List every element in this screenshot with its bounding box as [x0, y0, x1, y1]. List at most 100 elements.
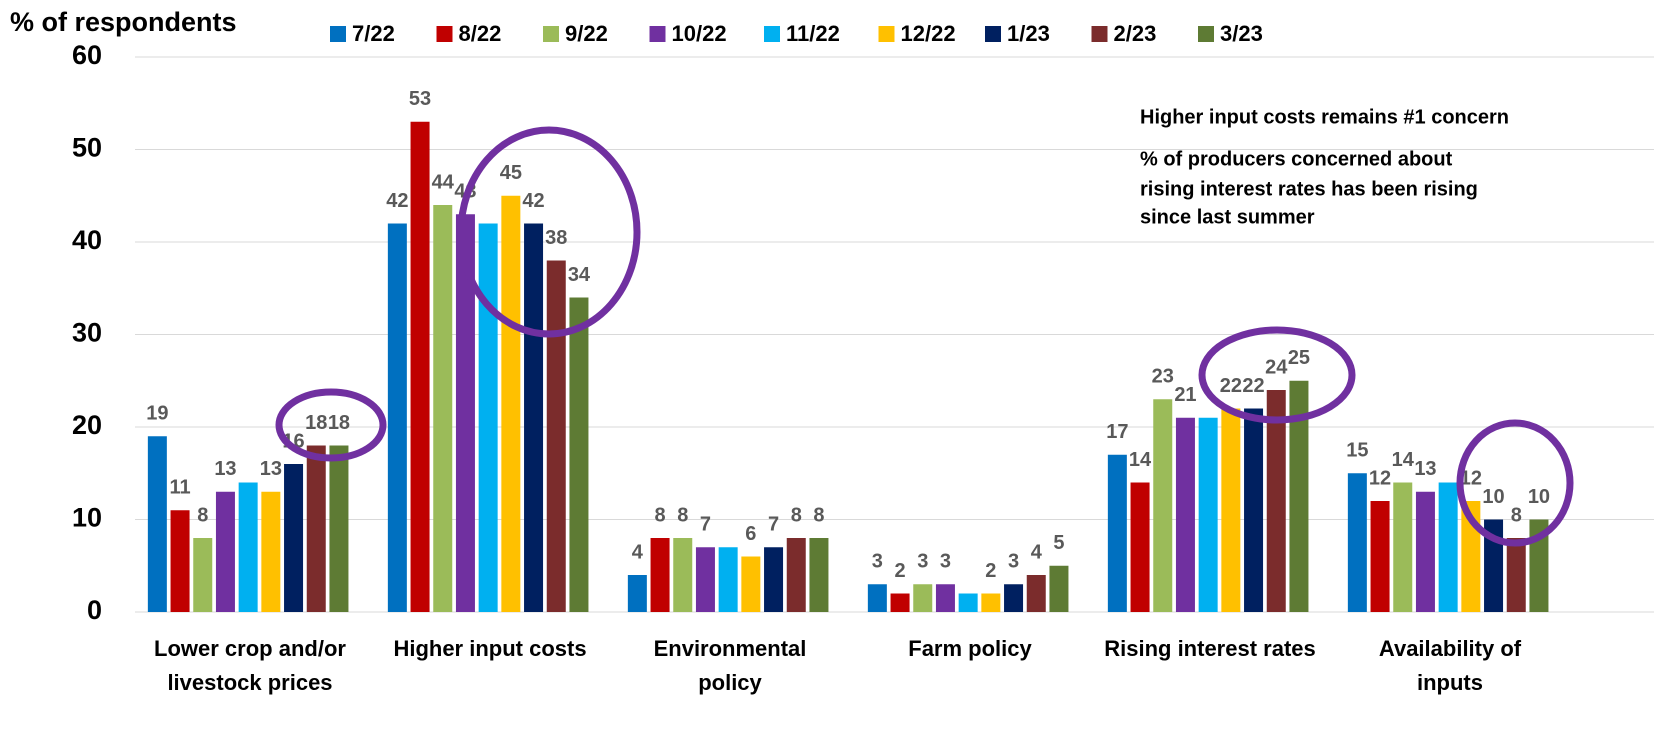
bar: [718, 547, 738, 612]
bar: [764, 547, 784, 612]
data-label: 15: [1346, 440, 1368, 462]
data-label: 18: [305, 412, 327, 434]
data-label: 7: [700, 514, 711, 536]
bar: [284, 464, 304, 612]
highlight-circle: [1456, 419, 1574, 547]
y-tick-label: 50: [72, 133, 102, 163]
data-label: 10: [1482, 486, 1504, 508]
legend-swatch: [543, 26, 559, 42]
data-label: 4: [632, 541, 644, 563]
highlights: [275, 126, 1574, 547]
bar: [1198, 417, 1218, 612]
bar: [455, 214, 475, 612]
data-label: 13: [260, 458, 282, 480]
data-label: 7: [768, 514, 779, 536]
x-tick-label: Rising interest rates: [1104, 636, 1316, 661]
highlight-circle: [275, 388, 387, 462]
bar: [1393, 482, 1413, 612]
bar: [170, 510, 190, 612]
bar: [809, 538, 829, 612]
y-tick-label: 40: [72, 225, 102, 255]
data-label: 3: [940, 551, 951, 573]
data-label: 11: [169, 477, 190, 499]
data-label: 8: [813, 504, 824, 526]
bar: [569, 297, 589, 612]
x-tick-label: inputs: [1417, 670, 1483, 695]
data-label: 22: [1242, 375, 1264, 397]
x-tick-label: Farm policy: [908, 636, 1032, 661]
data-label: 53: [409, 88, 431, 110]
y-tick-label: 20: [72, 410, 102, 440]
data-label: 5: [1053, 532, 1064, 554]
data-label: 12: [1460, 467, 1482, 489]
data-label: 2: [894, 560, 905, 582]
bar: [958, 593, 978, 612]
legend-label: 7/22: [352, 21, 395, 46]
bar: [193, 538, 213, 612]
data-label: 23: [1152, 366, 1174, 388]
highlight-circle: [1198, 326, 1356, 424]
bar: [478, 223, 498, 612]
bar: [215, 491, 235, 612]
bar: [1175, 417, 1195, 612]
x-tick-label: Lower crop and/or: [154, 636, 346, 661]
bar: [1049, 565, 1069, 612]
y-tick-label: 0: [87, 595, 102, 625]
data-label: 8: [197, 504, 208, 526]
bar: [1221, 408, 1241, 612]
data-label: 44: [432, 171, 455, 193]
bar: [238, 482, 258, 612]
bar: [261, 491, 281, 612]
bar: [329, 445, 349, 612]
data-label: 3: [917, 551, 928, 573]
y-tick-label: 60: [72, 40, 102, 70]
legend-swatch: [649, 26, 666, 42]
data-label: 34: [568, 264, 591, 286]
bar: [890, 593, 910, 612]
data-label: 21: [1174, 384, 1196, 406]
y-axis-label: % of respondents: [10, 7, 237, 37]
data-label: 10: [1528, 486, 1550, 508]
data-label: 42: [522, 190, 544, 212]
bar: [524, 223, 544, 612]
data-label: 4: [1031, 541, 1043, 563]
annotation: % of producers concerned about: [1140, 148, 1453, 170]
data-label: 8: [791, 504, 802, 526]
bar: [546, 260, 566, 612]
legend-label: 9/22: [565, 21, 608, 46]
x-tick-label: Availability of: [1379, 636, 1522, 661]
bar: [1004, 584, 1024, 612]
data-label: 3: [872, 551, 883, 573]
data-label: 17: [1106, 421, 1128, 443]
bar: [695, 547, 715, 612]
legend-label: 8/22: [459, 21, 502, 46]
plot: 0 10 20 30 40 50 60 7/22 8/22 9/22 10/22 11/22 12/22…: [72, 21, 1654, 695]
bar: [306, 445, 326, 612]
bar: [501, 195, 521, 612]
bar: [913, 584, 933, 612]
data-label: 2: [985, 560, 996, 582]
bar: [1289, 380, 1309, 612]
bar: [387, 223, 407, 612]
bar: [935, 584, 955, 612]
y-tick-label: 30: [72, 318, 102, 348]
data-label: 8: [1511, 504, 1522, 526]
legend-swatch: [436, 26, 453, 42]
legend-swatch: [1091, 26, 1108, 42]
bar: [433, 205, 453, 612]
legend-swatch: [330, 26, 346, 42]
bar: [627, 575, 647, 612]
bar: [147, 436, 167, 612]
bar: [1266, 390, 1286, 612]
x-tick-label: livestock prices: [167, 670, 332, 695]
annotation: Higher input costs remains #1 concern: [1140, 106, 1509, 128]
bar: [650, 538, 670, 612]
legend-swatch: [1198, 26, 1214, 42]
bar: [786, 538, 806, 612]
data-label: 38: [545, 227, 567, 249]
data-label: 3: [1008, 551, 1019, 573]
bar: [1153, 399, 1173, 612]
bar: [410, 121, 430, 612]
legend-label: 2/23: [1114, 21, 1157, 46]
